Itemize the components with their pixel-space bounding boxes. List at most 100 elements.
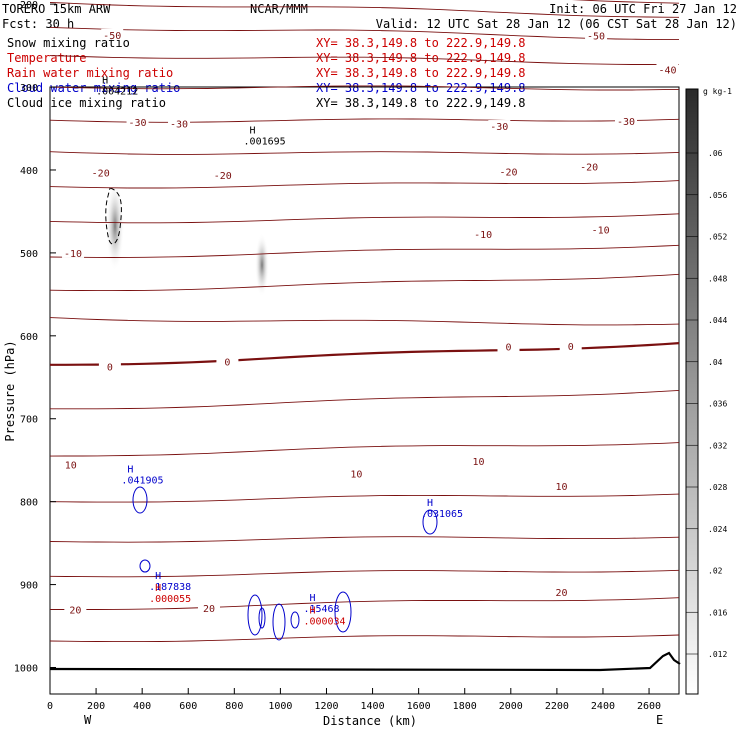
x-tick-label: 0 xyxy=(47,701,53,712)
field-xy: XY= 38.3,149.8 to 222.9,149.8 xyxy=(316,96,526,110)
snow-contour xyxy=(105,187,122,245)
temperature-labels: -70-70-60-50-50-40-30-30-30-30-20-20-20-… xyxy=(59,28,679,616)
isotherm-line xyxy=(49,213,680,224)
isotherm-label: 20 xyxy=(203,604,215,615)
field-name: Rain water mixing ratio xyxy=(7,66,173,80)
isotherm-label: -50 xyxy=(587,32,605,43)
field-name: Temperature xyxy=(7,51,86,65)
isotherm-line xyxy=(49,55,680,66)
label-mask xyxy=(101,28,124,40)
colorbar-label: .056 xyxy=(708,191,727,200)
isotherm-label: -30 xyxy=(170,120,188,131)
label-mask xyxy=(64,603,87,615)
label-mask xyxy=(216,355,239,367)
isotherm-line xyxy=(49,317,680,326)
maximum-marker: H xyxy=(127,465,133,476)
isotherm-label: -30 xyxy=(617,117,635,128)
isotherm-line xyxy=(50,597,680,610)
plot-frame xyxy=(49,86,680,695)
x-axis-left-end: W xyxy=(84,713,92,727)
isotherm-label: 10 xyxy=(65,460,77,471)
colorbar-label: .052 xyxy=(708,233,727,242)
isotherm-line xyxy=(49,118,680,123)
isotherm-line xyxy=(49,634,680,643)
label-mask xyxy=(615,115,638,127)
isotherm-line xyxy=(49,2,680,18)
isotherm-label: 20 xyxy=(555,588,567,599)
colorbar-label: .036 xyxy=(708,400,727,409)
maxima-labels: H.004212H.001695H.041905H.031065H.187838… xyxy=(96,76,463,628)
label-mask xyxy=(467,455,490,467)
x-tick-label: 200 xyxy=(87,701,105,712)
maximum-value: .004212 xyxy=(96,87,138,98)
label-mask xyxy=(589,223,612,235)
cloud-water-contour xyxy=(247,594,263,636)
isotherm-line xyxy=(49,180,680,189)
label-mask xyxy=(98,360,121,372)
x-axis-label: Distance (km) xyxy=(323,714,417,728)
field-legend: Snow mixing ratio XY= 38.3,149.8 to 222.… xyxy=(7,36,526,110)
x-tick-label: 600 xyxy=(179,701,197,712)
field-xy: XY= 38.3,149.8 to 222.9,149.8 xyxy=(316,36,526,50)
isotherm-line xyxy=(49,151,680,155)
init-time: Init: 06 UTC Fri 27 Jan 12 xyxy=(549,2,737,16)
isotherm-line xyxy=(49,26,679,41)
cloud-water-contour xyxy=(290,611,300,629)
y-axis-label: Pressure (hPa) xyxy=(3,340,17,441)
colorbar-labels: .06 .056 .052 .048 .044 .04 .036 .032 .028 .024 .0… xyxy=(686,149,727,659)
isotherm-line xyxy=(49,273,680,292)
maximum-marker: H xyxy=(102,76,108,87)
maximum-value: .000055 xyxy=(149,594,191,605)
cloud-water-contour xyxy=(258,607,266,629)
maximum-value: .15468 xyxy=(303,604,339,615)
isotherm-line xyxy=(49,536,680,543)
isotherm-label: 10 xyxy=(555,482,567,493)
label-mask xyxy=(168,117,191,129)
label-mask xyxy=(497,340,520,352)
label-mask xyxy=(497,165,520,177)
isotherm-label: 0 xyxy=(107,363,113,374)
cloud-water-contour xyxy=(272,603,286,641)
colorbar-label: .048 xyxy=(708,274,727,283)
label-mask xyxy=(585,29,608,41)
isotherm-label: -30 xyxy=(490,122,508,133)
isotherm-label: -10 xyxy=(474,230,492,241)
isotherm-label: 20 xyxy=(69,605,81,616)
maximum-value: .031065 xyxy=(421,509,463,520)
maximum-value: .001695 xyxy=(244,136,286,147)
maximum-marker: H xyxy=(427,498,433,509)
isotherm-label: -20 xyxy=(580,163,598,174)
label-mask xyxy=(89,166,112,178)
isotherm-label: -50 xyxy=(103,31,121,42)
x-tick-label: 400 xyxy=(133,701,151,712)
isotherm-label: -20 xyxy=(214,171,232,182)
x-tick-label: 1000 xyxy=(268,701,292,712)
isotherm-line xyxy=(49,569,680,578)
isotherm-line xyxy=(50,342,680,366)
y-tick-label: 400 xyxy=(20,166,38,177)
x-axis: 0 200 400 600 800 1000 1200 1400 1600 1800 2000 220… xyxy=(47,688,661,712)
maximum-marker: H xyxy=(155,571,161,582)
isotherm-label: 10 xyxy=(473,457,485,468)
y-tick-label: 700 xyxy=(20,415,38,426)
colorbar-label: .012 xyxy=(708,650,727,659)
cloud-water-contour xyxy=(139,559,151,573)
label-mask xyxy=(59,458,82,470)
colorbar-label: .016 xyxy=(708,608,727,617)
maximum-value: .000034 xyxy=(303,617,345,628)
org-label: NCAR/MMM xyxy=(250,2,308,16)
maximum-marker: H xyxy=(309,606,315,617)
field-xy: XY= 38.3,149.8 to 222.9,149.8 xyxy=(316,81,526,95)
valid-time: Valid: 12 UTC Sat 28 Jan 12 (06 CST Sat … xyxy=(376,17,737,31)
x-axis-right-end: E xyxy=(656,713,663,727)
isotherm-label: -20 xyxy=(499,168,517,179)
field-name: Snow mixing ratio xyxy=(7,36,130,50)
cloud-water-contour xyxy=(334,591,352,633)
colorbar-unit: g kg-1 xyxy=(703,87,732,96)
x-tick-label: 1200 xyxy=(314,701,338,712)
colorbar xyxy=(685,88,699,695)
x-tick-label: 2600 xyxy=(637,701,661,712)
label-mask xyxy=(126,115,149,127)
